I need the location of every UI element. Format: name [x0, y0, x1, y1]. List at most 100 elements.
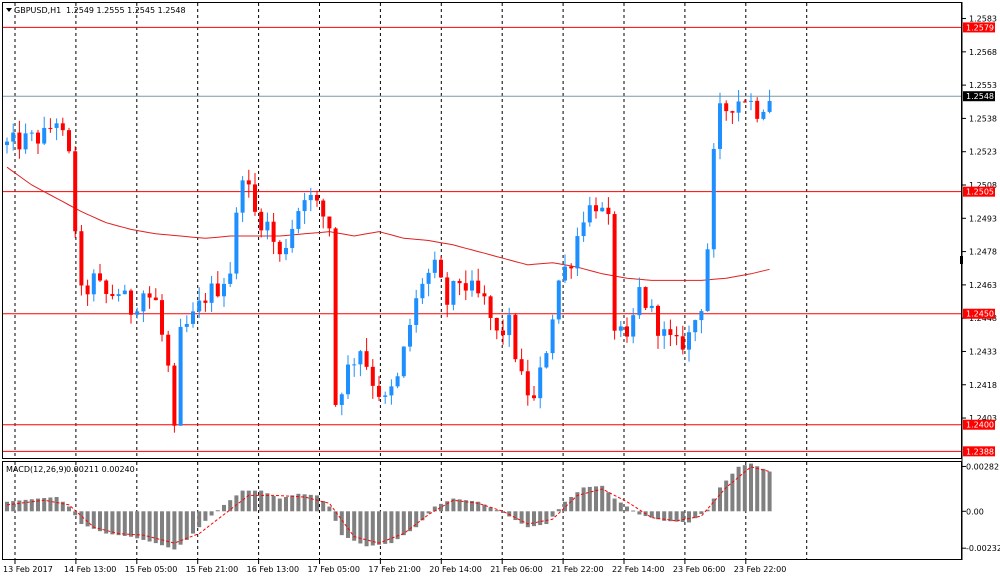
macd-bar	[705, 509, 710, 512]
level-label: 1.2505	[966, 188, 994, 197]
candle-body	[538, 367, 543, 399]
candle-body	[680, 336, 685, 350]
macd-bar	[333, 511, 338, 521]
candle-body	[17, 132, 22, 150]
macd-bar	[302, 494, 307, 512]
time-tick-label: 22 Feb 14:00	[612, 565, 664, 574]
macd-bar	[687, 511, 691, 523]
candle-body	[494, 317, 499, 331]
macd-bar	[327, 506, 332, 512]
current-price-box	[963, 91, 995, 102]
level-label-box	[963, 186, 995, 197]
macd-tick-label: -0.00232	[966, 544, 1000, 553]
candle-body	[129, 290, 133, 315]
time-axis: 13 Feb 2017 14 Feb 13:00 15 Feb 05:00 15 Fe…	[3, 560, 786, 574]
macd-bar	[98, 511, 102, 532]
macd-bar	[439, 503, 443, 512]
candle-body	[122, 290, 127, 295]
macd-bar	[662, 511, 667, 521]
candle-body	[482, 293, 487, 297]
price-tick-label: 1.2508	[969, 181, 997, 190]
macd-bar	[674, 511, 679, 522]
level-label: 1.2400	[966, 421, 994, 430]
candle-body	[5, 141, 9, 146]
level-label: 1.2450	[966, 310, 994, 319]
chart-ohlc: 1.2549 1.2555 1.2545 1.2548	[66, 6, 186, 15]
macd-bar	[420, 511, 425, 521]
time-tick-label: 23 Feb 06:00	[673, 565, 725, 574]
macd-bar	[246, 490, 251, 512]
candle-body	[290, 228, 295, 248]
candle-body	[761, 111, 766, 119]
macd-bar	[104, 511, 109, 534]
candle-body	[79, 231, 84, 286]
candle-body	[364, 351, 369, 367]
candle-body	[656, 305, 660, 336]
collapse-triangle-icon[interactable]	[6, 8, 12, 12]
candle-body	[395, 376, 400, 387]
time-tick-label: 15 Feb 05:00	[125, 565, 177, 574]
candle-body	[23, 133, 28, 150]
candle-body	[228, 273, 233, 284]
macd-pane-frame	[2, 461, 962, 560]
price-tick-label: 1.2493	[969, 214, 997, 223]
macd-bar	[742, 465, 747, 512]
macd-bar	[23, 499, 28, 512]
time-tick-label: 14 Feb 13:00	[64, 565, 116, 574]
candle-body	[358, 351, 363, 365]
candle-body	[203, 300, 208, 303]
scroll-marker[interactable]	[960, 256, 963, 264]
macd-bar	[116, 511, 121, 536]
macd-bar	[203, 511, 208, 521]
candle-body	[11, 132, 16, 142]
candle-body	[215, 283, 220, 297]
time-tick-label: 21 Feb 06:00	[490, 565, 542, 574]
macd-bar	[569, 496, 574, 512]
price-axis: 1.2583 1.2568 1.2553 1.2538 1.2523 1.2508 1.24…	[962, 15, 997, 423]
candle-body	[160, 300, 164, 335]
candle-body	[271, 221, 276, 242]
chart-symbol: GBPUSD,H1	[14, 6, 61, 15]
macd-bar	[284, 496, 288, 512]
macd-bar	[451, 498, 456, 512]
macd-bar	[606, 492, 611, 512]
macd-bar	[141, 511, 146, 540]
macd-bar	[724, 480, 729, 512]
candle-body	[730, 111, 735, 113]
candle-body	[649, 305, 654, 308]
candle-body	[513, 314, 518, 360]
candle-body	[116, 294, 121, 296]
macd-bar	[699, 511, 704, 514]
macd-tick-label: 0.00	[966, 507, 984, 516]
macd-bar	[48, 497, 53, 512]
candle-body	[191, 311, 195, 324]
macd-bar	[767, 471, 772, 512]
macd-bar	[315, 495, 319, 512]
macd-bar	[612, 498, 617, 512]
candle-body	[42, 127, 47, 144]
candle-body	[265, 221, 270, 231]
price-tick-label: 1.2553	[969, 81, 997, 90]
macd-bar	[488, 507, 493, 512]
macd-bar	[29, 499, 34, 512]
candle-body	[327, 216, 332, 229]
price-tick-label: 1.2568	[969, 48, 997, 57]
price-tick-label: 1.2433	[969, 347, 997, 356]
candle-body	[346, 364, 350, 395]
candle-body	[631, 315, 636, 337]
macd-bar	[178, 511, 183, 545]
candle-body	[259, 211, 264, 231]
macd-bar	[581, 487, 586, 512]
candle-body	[401, 346, 406, 377]
macd-bar	[432, 506, 437, 512]
macd-values: 0.00211 0.00240	[66, 465, 135, 474]
candle-body	[563, 266, 567, 281]
candle-body	[724, 103, 729, 112]
candle-body	[339, 394, 344, 405]
macd-bar	[501, 511, 505, 513]
candle-body	[445, 277, 450, 305]
macd-bar	[135, 511, 140, 539]
candle-body	[606, 207, 611, 215]
candle-body	[550, 319, 555, 354]
